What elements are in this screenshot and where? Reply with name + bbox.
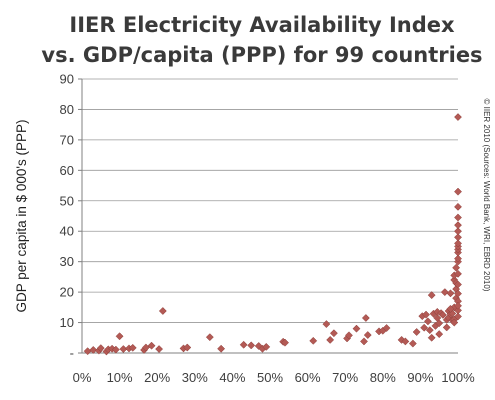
data-point (450, 318, 459, 327)
data-point (360, 337, 368, 346)
data-point (427, 291, 436, 300)
data-point (454, 280, 462, 289)
data-point (454, 202, 462, 211)
data-point (454, 269, 462, 278)
data-point (442, 323, 451, 332)
x-tick-label: 10% (107, 370, 133, 385)
data-point (309, 336, 318, 345)
data-point (281, 338, 289, 347)
data-point (454, 221, 462, 230)
x-tick-label: 40% (219, 370, 245, 385)
data-point (446, 289, 455, 298)
x-tick-label: 100% (441, 370, 475, 385)
x-tick-label: 70% (332, 370, 358, 385)
data-point (352, 324, 361, 333)
data-point (446, 304, 455, 313)
data-point (183, 343, 192, 352)
data-point (382, 324, 391, 332)
data-point (83, 347, 92, 356)
x-tick-label: 0% (73, 370, 92, 385)
y-tick-label: 30 (60, 254, 74, 269)
data-point (420, 323, 429, 332)
data-point (454, 301, 462, 310)
chart-title-line-2: vs. GDP/capita (PPP) for 99 countries (41, 43, 482, 67)
y-axis-label: GDP per capita in $ 000's (PPP) (14, 120, 29, 313)
data-point (422, 310, 430, 319)
data-point (454, 289, 462, 298)
x-tick-label: 50% (257, 370, 283, 385)
gridlines (82, 78, 458, 323)
data-point (217, 344, 226, 353)
x-tick-label: 30% (182, 370, 208, 385)
data-point (423, 317, 432, 326)
y-tick-label: 70 (60, 132, 74, 147)
x-tick-label: 90% (407, 370, 433, 385)
x-tick-label: 80% (370, 370, 396, 385)
y-tick-label: - (70, 346, 74, 361)
data-point (427, 333, 436, 342)
y-tick-label: 40 (60, 224, 74, 239)
data-point (454, 312, 462, 321)
data-point (454, 213, 462, 222)
data-point (326, 335, 335, 344)
chart-title-line-1: IIER Electricity Availability Index (69, 13, 455, 37)
data-point (262, 342, 271, 351)
x-tick-label: 20% (144, 370, 170, 385)
y-tick-label: 50 (60, 193, 74, 208)
y-tick-label: 60 (60, 163, 74, 178)
data-point (425, 326, 434, 335)
y-axis-tick-labels: - 10 20 30 40 50 60 70 80 90 (60, 72, 74, 361)
data-point (454, 233, 462, 242)
data-point (439, 310, 447, 319)
data-point (408, 339, 417, 348)
y-tick-label: 10 (60, 315, 74, 330)
x-tick-label: 60% (295, 370, 321, 385)
data-point (205, 333, 214, 342)
y-tick-label: 90 (60, 72, 74, 87)
data-point (345, 331, 353, 340)
data-point (435, 319, 444, 328)
data-point (454, 227, 462, 236)
data-point (435, 330, 444, 339)
data-point (247, 341, 256, 350)
x-axis-tick-labels: 0% 10% 20% 30% 40% 50% 60% 70% 80% 90% 100% (73, 370, 475, 385)
data-point (115, 332, 124, 341)
data-point (155, 345, 164, 353)
data-point (239, 340, 248, 349)
data-points (83, 113, 462, 356)
data-point (111, 345, 120, 354)
data-point (454, 187, 462, 196)
data-point (158, 307, 167, 315)
data-point (454, 239, 462, 248)
data-point (440, 288, 449, 297)
data-point (329, 329, 338, 338)
data-point (397, 335, 406, 344)
y-tick-label: 80 (60, 102, 74, 117)
data-point (96, 344, 105, 353)
data-point (254, 342, 263, 350)
source-note: © IIER 2010 (Sources: World Bank, WRI, E… (482, 99, 491, 292)
data-point (322, 320, 331, 329)
data-point (412, 328, 421, 336)
data-point (401, 337, 410, 346)
axes (78, 78, 458, 354)
data-point (361, 314, 370, 322)
data-point (128, 343, 137, 352)
data-point (454, 254, 462, 263)
data-point (452, 263, 461, 272)
data-point (89, 346, 98, 354)
data-point (454, 113, 462, 122)
data-point (147, 341, 156, 350)
y-tick-label: 20 (60, 285, 74, 300)
data-point (363, 331, 372, 339)
